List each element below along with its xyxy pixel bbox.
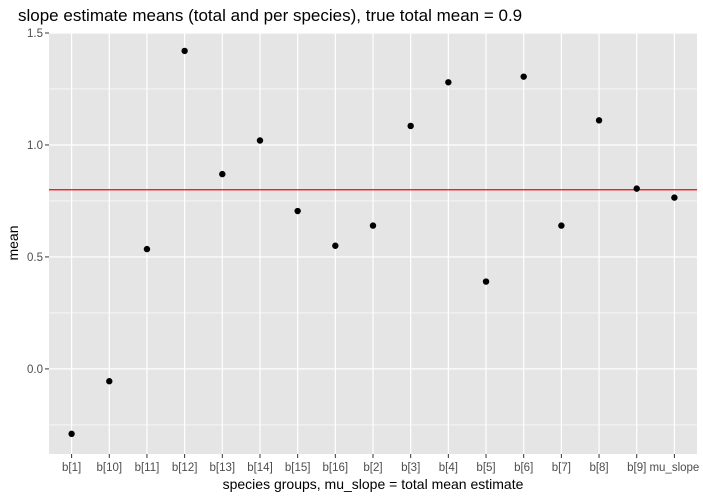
x-tick-label: b[1] xyxy=(62,462,81,474)
x-tick-label: b[9] xyxy=(627,462,646,474)
data-point xyxy=(369,222,377,229)
x-tick-label: b[7] xyxy=(552,462,571,474)
data-point xyxy=(482,278,490,285)
x-tick-label: b[13] xyxy=(210,462,236,474)
x-tick-label: b[15] xyxy=(285,462,311,474)
x-tick-label: b[3] xyxy=(401,462,420,474)
y-tick-label: 0.5 xyxy=(27,252,43,264)
grid-major-lines xyxy=(49,32,697,454)
x-tick-label: b[11] xyxy=(135,462,160,474)
x-tick-label: b[12] xyxy=(172,462,198,474)
data-point xyxy=(219,170,226,178)
data-point xyxy=(671,194,678,201)
x-axis-title: species groups, mu_slope = total mean es… xyxy=(223,476,524,492)
data-point xyxy=(106,378,113,385)
data-point xyxy=(407,122,414,130)
data-points xyxy=(68,47,678,438)
x-tick-label: b[2] xyxy=(363,462,382,474)
y-tick-label: 0.0 xyxy=(27,364,43,376)
data-point xyxy=(294,207,301,215)
data-point xyxy=(558,222,565,229)
chart-title: slope estimate means (total and per spec… xyxy=(18,6,522,25)
data-point xyxy=(445,79,452,86)
x-tick-label: b[16] xyxy=(323,462,349,474)
x-tick-label: b[8] xyxy=(589,462,608,474)
x-tick-label: b[14] xyxy=(247,462,273,474)
y-axis-ticks: 0.0 0.5 1.0 1.5 xyxy=(27,28,49,376)
data-point xyxy=(332,242,339,249)
data-point xyxy=(595,117,603,124)
x-tick-label: b[6] xyxy=(514,462,533,474)
data-point xyxy=(143,245,151,253)
x-tick-label: b[10] xyxy=(96,462,122,474)
data-point xyxy=(633,185,640,192)
x-tick-label: b[4] xyxy=(439,462,458,474)
y-tick-label: 1.5 xyxy=(27,28,43,40)
y-tick-label: 1.0 xyxy=(27,140,43,152)
x-axis-ticks: b[1] b[10] b[11] b[12] b[13] b[14] b[15] b[16] b… xyxy=(62,454,699,474)
data-point xyxy=(181,47,188,55)
data-point xyxy=(68,430,75,438)
x-tick-label: mu_slope xyxy=(649,462,699,474)
data-point xyxy=(256,137,264,144)
x-tick-label: b[5] xyxy=(476,462,495,474)
data-point xyxy=(520,73,527,80)
y-axis-title: mean xyxy=(5,225,21,260)
